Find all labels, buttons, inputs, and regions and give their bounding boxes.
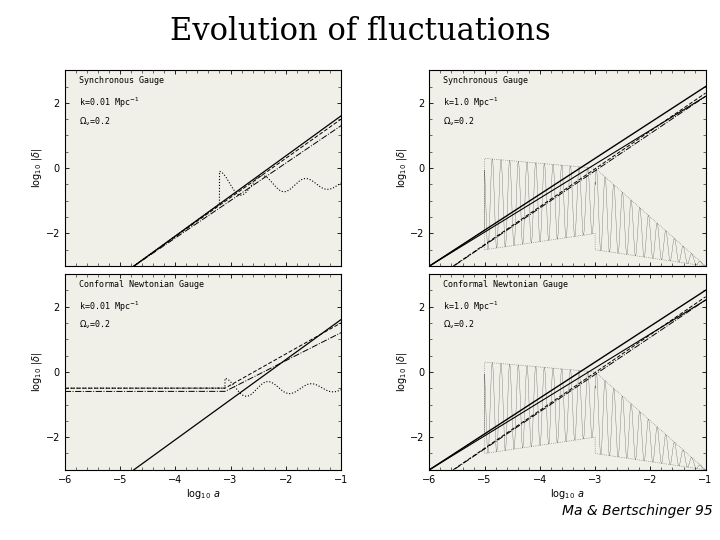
X-axis label: $\log_{10}\,a$: $\log_{10}\,a$ (550, 488, 585, 502)
Text: $\Omega_\nu$=0.2: $\Omega_\nu$=0.2 (78, 115, 110, 128)
Text: $\Omega_\nu$=0.2: $\Omega_\nu$=0.2 (444, 115, 474, 128)
Text: k=1.0 Mpc$^{-1}$: k=1.0 Mpc$^{-1}$ (444, 96, 499, 110)
Text: Conformal Newtonian Gauge: Conformal Newtonian Gauge (78, 280, 204, 289)
Text: k=0.01 Mpc$^{-1}$: k=0.01 Mpc$^{-1}$ (78, 96, 139, 110)
Y-axis label: $\log_{10}\,|\delta|$: $\log_{10}\,|\delta|$ (395, 148, 409, 188)
Text: Synchronous Gauge: Synchronous Gauge (444, 76, 528, 85)
Text: $\Omega_\nu$=0.2: $\Omega_\nu$=0.2 (444, 319, 474, 332)
Text: k=1.0 Mpc$^{-1}$: k=1.0 Mpc$^{-1}$ (444, 299, 499, 314)
Y-axis label: $\log_{10}\,|\delta|$: $\log_{10}\,|\delta|$ (395, 352, 409, 392)
Text: Synchronous Gauge: Synchronous Gauge (78, 76, 163, 85)
Text: $\Omega_\nu$=0.2: $\Omega_\nu$=0.2 (78, 319, 110, 332)
Text: k=0.01 Mpc$^{-1}$: k=0.01 Mpc$^{-1}$ (78, 299, 139, 314)
Text: Conformal Newtonian Gauge: Conformal Newtonian Gauge (444, 280, 568, 289)
Y-axis label: $\log_{10}\,|\delta|$: $\log_{10}\,|\delta|$ (30, 148, 44, 188)
X-axis label: $\log_{10}\,a$: $\log_{10}\,a$ (186, 488, 220, 502)
Text: Ma & Bertschinger 95: Ma & Bertschinger 95 (562, 504, 712, 518)
Y-axis label: $\log_{10}\,|\delta|$: $\log_{10}\,|\delta|$ (30, 352, 44, 392)
Text: Evolution of fluctuations: Evolution of fluctuations (170, 16, 550, 47)
